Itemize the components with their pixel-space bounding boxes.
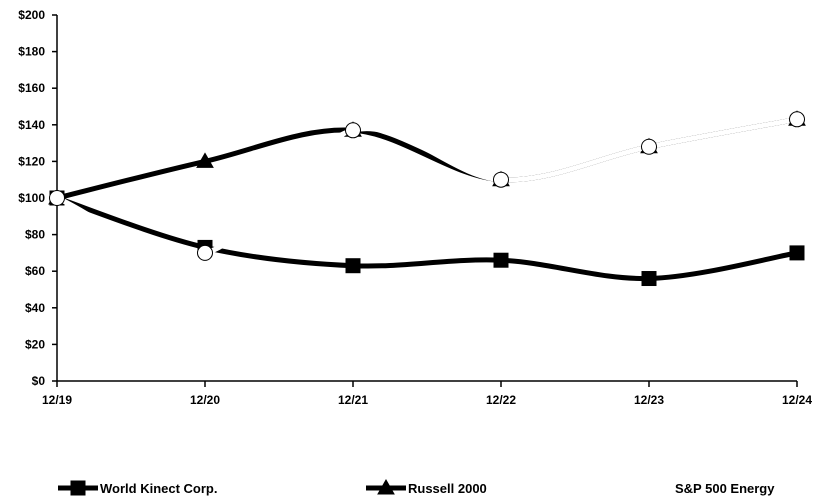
series-layer xyxy=(48,110,806,287)
legend-item: Russell 2000 xyxy=(366,478,487,496)
series-line xyxy=(54,116,800,201)
y-tick-label: $40 xyxy=(25,301,45,315)
data-point xyxy=(641,271,657,287)
series-0 xyxy=(49,190,805,287)
y-tick-label: $180 xyxy=(18,45,45,59)
legend-item: S&P 500 Energy xyxy=(675,481,775,496)
legend-label: World Kinect Corp. xyxy=(100,481,217,496)
y-tick-label: $160 xyxy=(18,81,45,95)
legend: World Kinect Corp. Russell 2000 S&P 500 En… xyxy=(58,478,775,496)
legend-swatch-marker xyxy=(70,480,86,496)
x-tick-label: 12/19 xyxy=(42,393,72,407)
y-tick-label: $200 xyxy=(18,8,45,22)
data-point xyxy=(641,138,657,155)
y-tick-label: $20 xyxy=(25,337,45,351)
x-tick-label: 12/22 xyxy=(486,393,516,407)
y-axis: $0 $20 $40 $60 $80 $100 $120 $140 $160 $180 $200 xyxy=(18,8,58,388)
y-tick-label: $100 xyxy=(18,191,45,205)
y-tick-label: $0 xyxy=(32,374,46,388)
series-line xyxy=(54,116,800,257)
data-point xyxy=(789,245,805,261)
x-tick-label: 12/24 xyxy=(782,393,812,407)
y-tick-label: $120 xyxy=(18,154,45,168)
x-tick-label: 12/21 xyxy=(338,393,368,407)
y-tick-label: $80 xyxy=(25,228,45,242)
legend-label: Russell 2000 xyxy=(408,481,487,496)
data-point xyxy=(493,252,509,268)
data-point xyxy=(789,111,805,128)
y-tick-label: $60 xyxy=(25,264,45,278)
data-point xyxy=(493,171,509,188)
legend-label: S&P 500 Energy xyxy=(675,481,775,496)
y-tick-label: $140 xyxy=(18,118,45,132)
x-tick-label: 12/20 xyxy=(190,393,220,407)
series-2 xyxy=(49,111,805,261)
legend-item: World Kinect Corp. xyxy=(58,480,217,496)
legend-swatch-marker xyxy=(377,478,395,495)
data-point xyxy=(345,122,361,139)
data-point xyxy=(345,258,361,274)
data-point xyxy=(49,190,65,206)
x-axis: 12/19 12/20 12/21 12/22 12/23 12/24 xyxy=(42,380,812,407)
series-1 xyxy=(48,110,806,205)
data-point xyxy=(197,244,213,261)
data-point xyxy=(196,152,214,168)
x-tick-label: 12/23 xyxy=(634,393,664,407)
series-line xyxy=(54,195,800,282)
